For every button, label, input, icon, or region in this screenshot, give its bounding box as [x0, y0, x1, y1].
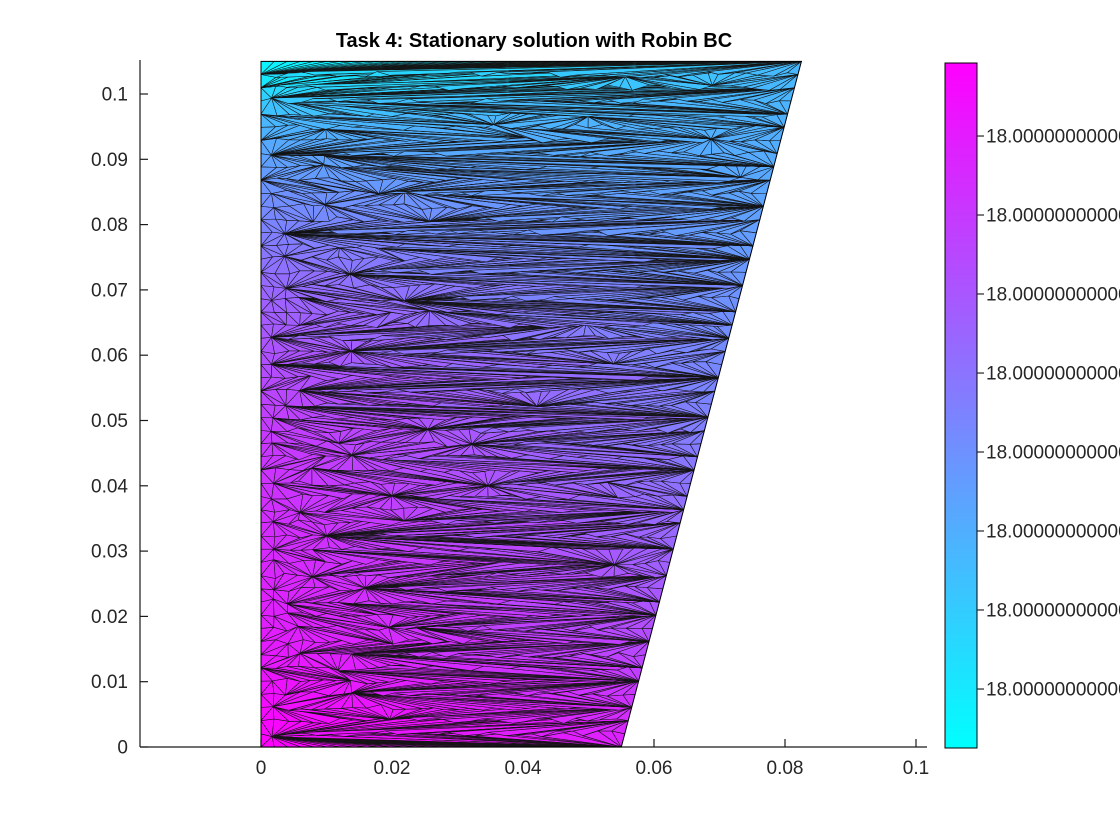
domain-outline [260, 60, 803, 748]
y-tick-label: 0.03 [91, 542, 128, 563]
x-tick-label: 0.06 [636, 758, 673, 779]
y-tick-label: 0.09 [91, 150, 128, 171]
y-tick-label: 0.07 [91, 280, 128, 301]
y-tick-label: 0.08 [91, 215, 128, 236]
colorbar-tick-label: 18.00000000000 [986, 364, 1120, 385]
y-tick-label: 0.04 [91, 476, 128, 497]
y-tick-label: 0.1 [102, 85, 128, 106]
x-tick-label: 0.02 [374, 758, 411, 779]
colorbar-tick-label: 18.00000000000 [986, 521, 1120, 542]
tick-labels: 0 0.02 0.04 0.06 0.08 0.1 0 0.01 0.02 0.03 0.04 0.0… [91, 85, 929, 780]
x-tick-label: 0.1 [903, 758, 929, 779]
x-tick-label: 0.08 [767, 758, 804, 779]
y-tick-label: 0.06 [91, 346, 128, 367]
y-tick-label: 0.01 [91, 672, 128, 693]
x-tick-label: 0 [256, 758, 267, 779]
x-tick-label: 0.04 [505, 758, 542, 779]
y-tick-label: 0.05 [91, 411, 128, 432]
colorbar-tick-label: 18.00000000000 [986, 443, 1120, 464]
y-tick-label: 0 [117, 738, 128, 759]
fem-mesh [260, 61, 802, 748]
colorbar-tick-label: 18.00000000000 [986, 127, 1120, 148]
y-tick-label: 0.02 [91, 607, 128, 628]
plot-title: Task 4: Stationary solution with Robin B… [336, 30, 732, 52]
colorbar: 18.00000000000 18.00000000000 18.000000000… [944, 62, 1120, 749]
colorbar-tick-label: 18.00000000000 [986, 680, 1120, 701]
colorbar-tick-label: 18.00000000000 [986, 206, 1120, 227]
colorbar-tick-label: 18.00000000000 [986, 600, 1120, 621]
colorbar-gradient [944, 62, 978, 749]
colorbar-tick-label: 18.00000000000 [986, 284, 1120, 305]
